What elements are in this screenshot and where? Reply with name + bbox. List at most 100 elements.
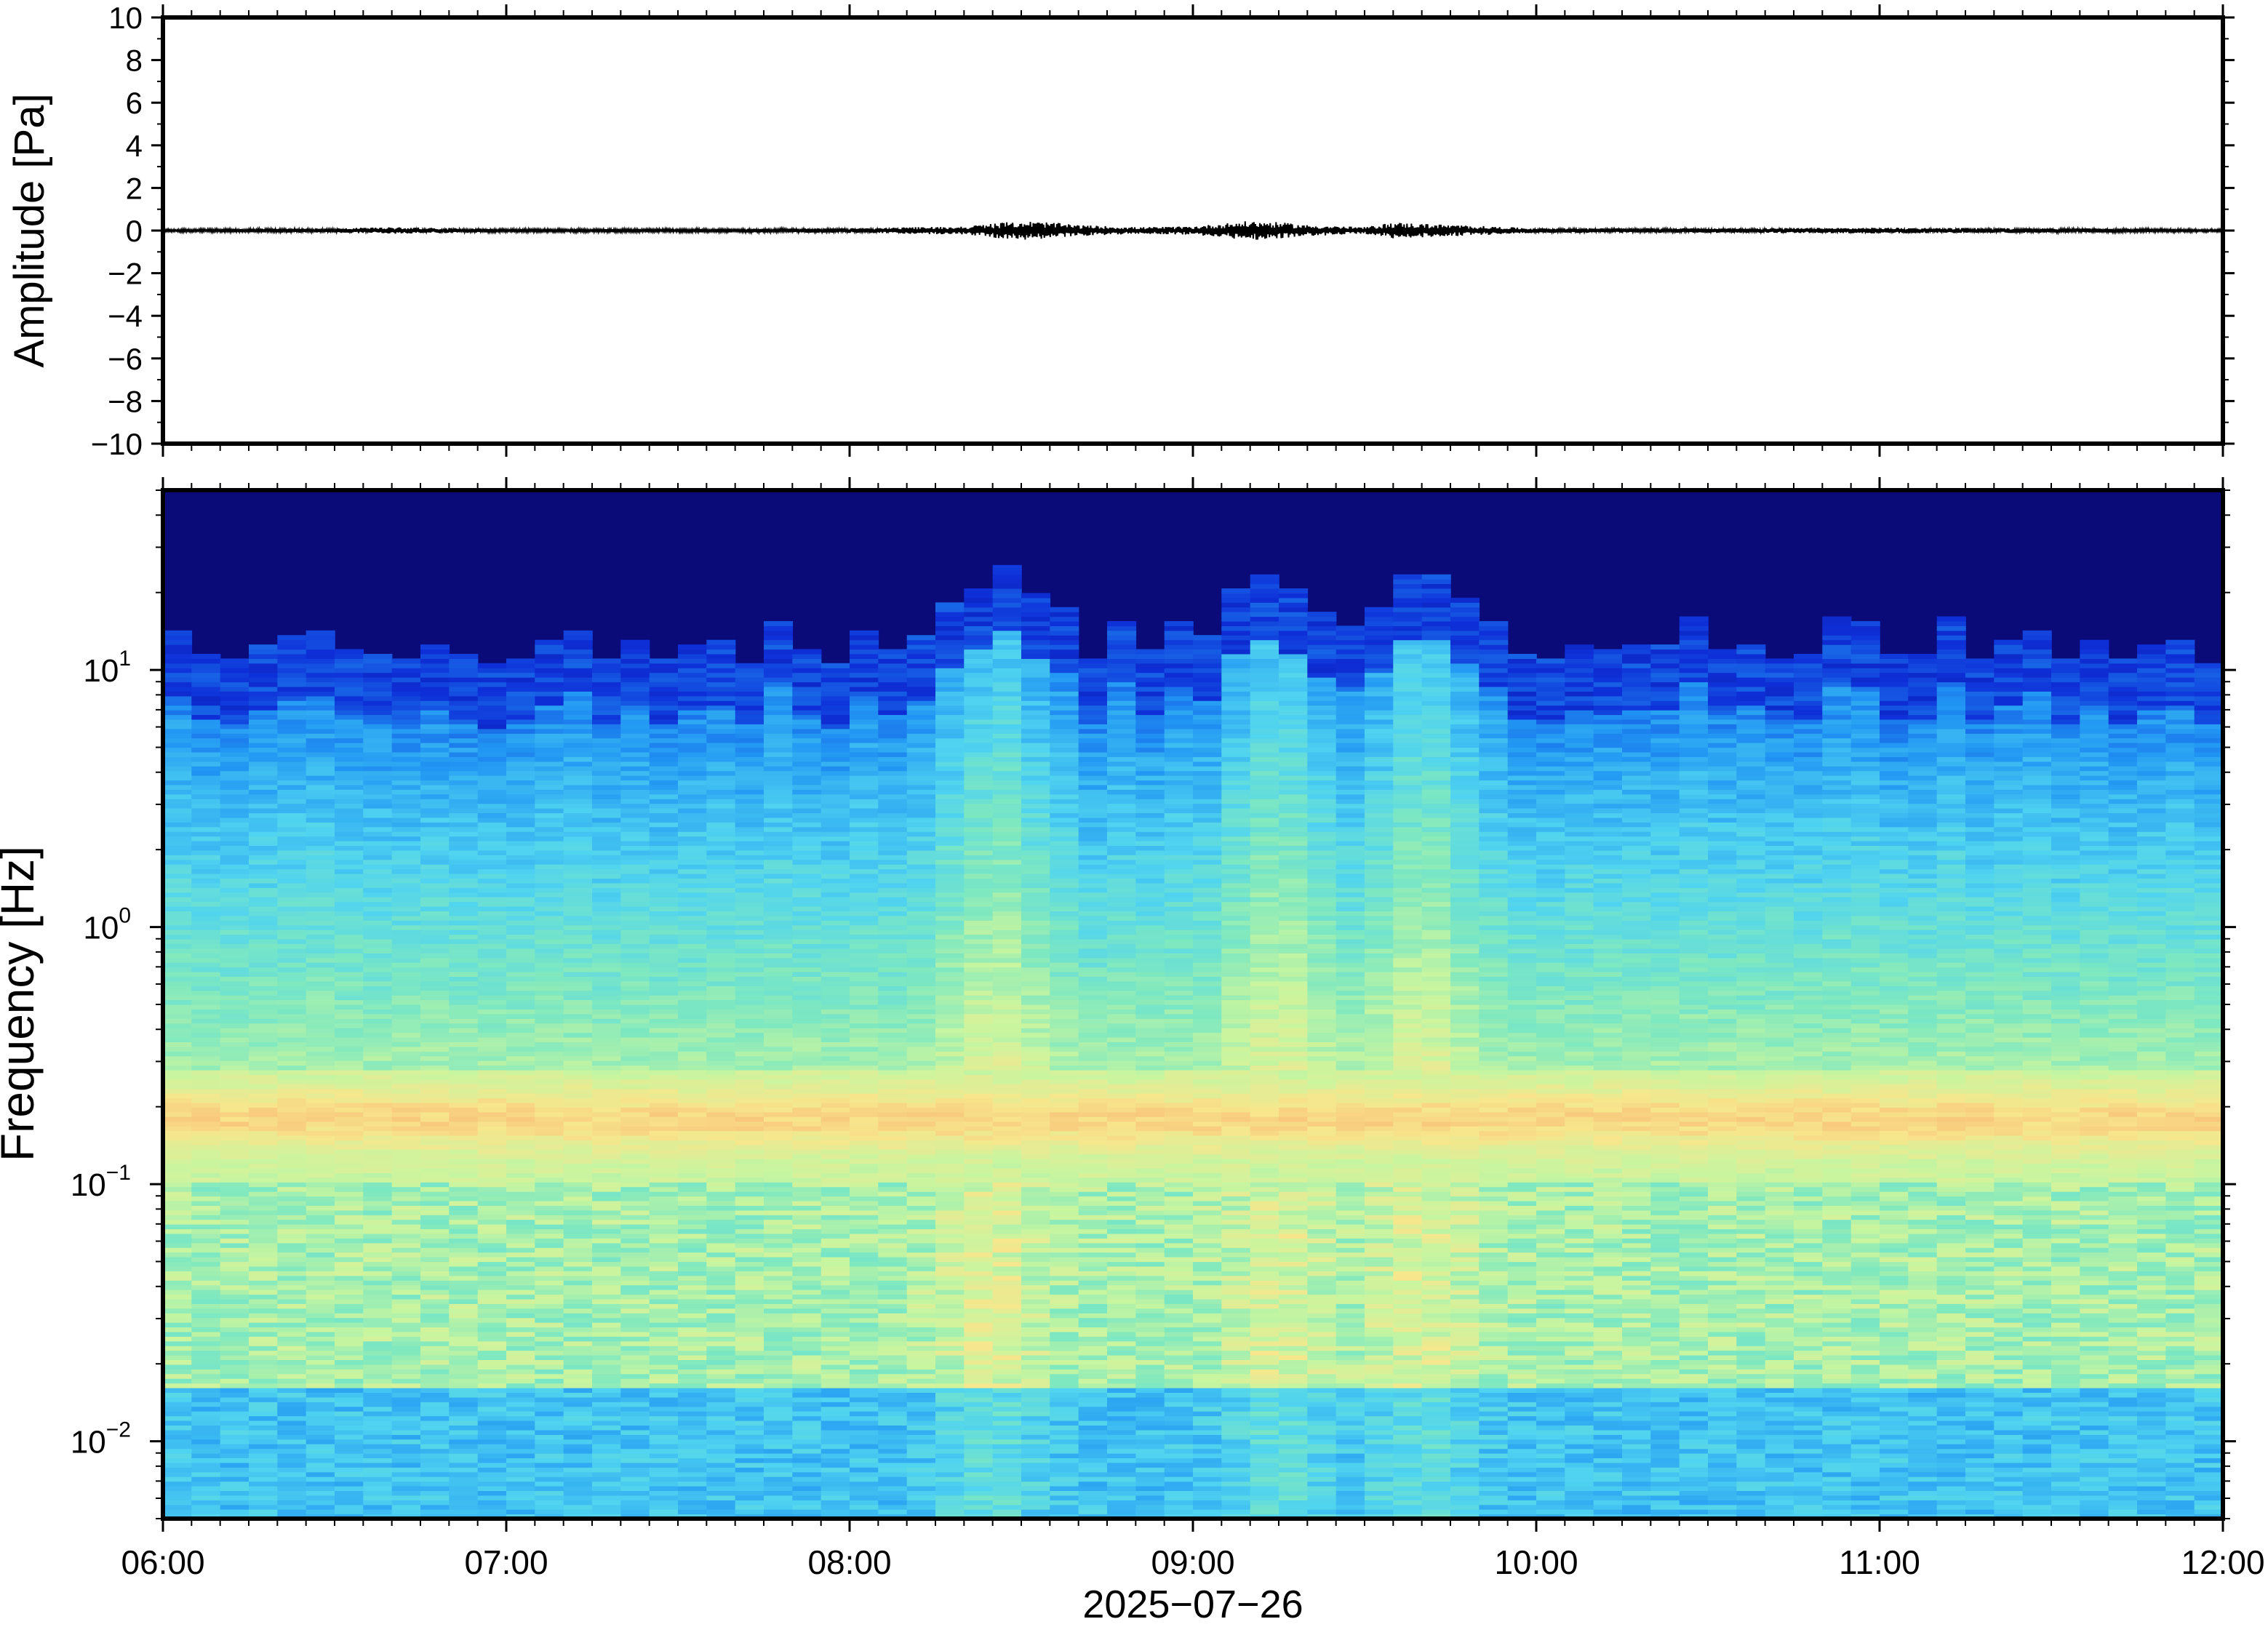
spectrogram-cell (335, 935, 364, 940)
spectrogram-cell (878, 1140, 907, 1145)
spectrogram-cell (535, 756, 564, 761)
spectrogram-cell (449, 1168, 478, 1173)
spectrogram-cell (678, 691, 707, 696)
spectrogram-cell (392, 1093, 421, 1098)
spectrogram-cell (592, 1500, 621, 1505)
spectrogram-cell (735, 967, 764, 972)
spectrogram-cell (706, 780, 735, 785)
spectrogram-cell (449, 700, 478, 705)
spectrogram-cell (792, 1472, 821, 1477)
spectrogram-cell (535, 1210, 564, 1215)
spectrogram-cell (249, 925, 278, 930)
spectrogram-cell (678, 1303, 707, 1308)
spectrogram-cell (535, 724, 564, 729)
spectrogram-cell (363, 883, 392, 888)
spectrogram-cell (163, 1393, 192, 1398)
spectrogram-cell (478, 1098, 507, 1103)
spectrogram-cell (220, 1280, 249, 1285)
spectrogram-cell (735, 677, 764, 682)
spectrogram-cell (564, 729, 593, 734)
spectrogram-cell (821, 1271, 850, 1276)
spectrogram-cell (163, 860, 192, 865)
spectrogram-cell (764, 1374, 793, 1379)
spectrogram-cell (163, 981, 192, 986)
spectrogram-cell (850, 1411, 879, 1416)
spectrogram-cell (678, 1472, 707, 1477)
spectrogram-cell (506, 1500, 535, 1505)
spectrogram-cell (620, 640, 650, 645)
spectrogram-cell (650, 953, 679, 958)
spectrogram-cell (706, 1172, 735, 1178)
spectrogram-cell (764, 729, 793, 734)
spectrogram-cell (564, 1004, 593, 1010)
spectrogram-cell (392, 743, 421, 748)
spectrogram-cell (821, 1420, 850, 1426)
spectrogram-cell (478, 804, 507, 809)
spectrogram-cell (650, 738, 679, 743)
spectrogram-cell (735, 1397, 764, 1402)
spectrogram-cell (792, 892, 821, 898)
spectrogram-cell (706, 991, 735, 996)
spectrogram-cell (249, 1229, 278, 1234)
spectrogram-cell (420, 1276, 450, 1281)
spectrogram-cell (163, 1346, 192, 1351)
spectrogram-cell (735, 972, 764, 977)
spectrogram-cell (392, 1355, 421, 1360)
spectrogram-cell (392, 1074, 421, 1079)
spectrogram-cell (678, 967, 707, 972)
spectrogram-cell (220, 1093, 249, 1098)
spectrogram-cell (220, 935, 249, 940)
spectrogram-cell (878, 1295, 907, 1300)
spectrogram-cell (706, 1047, 735, 1052)
spectrogram-cell (706, 874, 735, 879)
spectrogram-cell (678, 813, 707, 818)
spectrogram-cell (650, 1060, 679, 1066)
spectrogram-cell (792, 1458, 821, 1463)
spectrogram-cell (850, 1224, 879, 1229)
spectrogram-cell (420, 687, 450, 692)
spectrogram-cell (564, 958, 593, 963)
spectrogram-cell (506, 1205, 535, 1210)
spectrogram-cell (735, 1463, 764, 1468)
spectrogram-cell (764, 640, 793, 645)
spectrogram-cell (678, 916, 707, 921)
spectrogram-cell (564, 1420, 593, 1426)
spectrogram-cell (306, 1234, 335, 1239)
spectrogram-cell (535, 1369, 564, 1374)
spectrogram-cell (564, 1430, 593, 1435)
spectrogram-cell (335, 1168, 364, 1173)
spectrogram-cell (678, 1238, 707, 1243)
spectrogram-cell (735, 976, 764, 981)
spectrogram-cell (850, 1336, 879, 1341)
spectrogram-cell (620, 733, 650, 738)
spectrogram-cell (620, 1229, 650, 1234)
spectrogram-cell (420, 1182, 450, 1187)
spectrogram-cell (478, 1009, 507, 1014)
spectrogram-cell (564, 1482, 593, 1487)
spectrogram-cell (678, 1426, 707, 1431)
spectrogram-cell (306, 1215, 335, 1220)
spectrogram-cell (821, 841, 850, 846)
spectrogram-cell (420, 1074, 450, 1079)
spectrogram-cell (620, 1047, 650, 1052)
spectrogram-cell (850, 1476, 879, 1482)
spectrogram-cell (191, 1089, 220, 1094)
spectrogram-cell (706, 1210, 735, 1215)
spectrogram-cell (420, 1500, 450, 1505)
spectrogram-cell (249, 1093, 278, 1098)
spectrogram-cell (277, 1103, 306, 1108)
spectrogram-cell (792, 1131, 821, 1136)
spectrogram-cell (706, 1145, 735, 1150)
spectrogram-cell (220, 1182, 249, 1187)
spectrogram-cell (592, 743, 621, 748)
spectrogram-cell (706, 1453, 735, 1458)
spectrogram-cell (306, 729, 335, 734)
spectrogram-cell (220, 1486, 249, 1491)
spectrogram-cell (335, 1463, 364, 1468)
spectrogram-cell (792, 916, 821, 921)
spectrogram-cell (163, 1079, 192, 1084)
spectrogram-cell (821, 822, 850, 827)
spectrogram-cell (792, 972, 821, 977)
spectrogram-cell (706, 1033, 735, 1038)
